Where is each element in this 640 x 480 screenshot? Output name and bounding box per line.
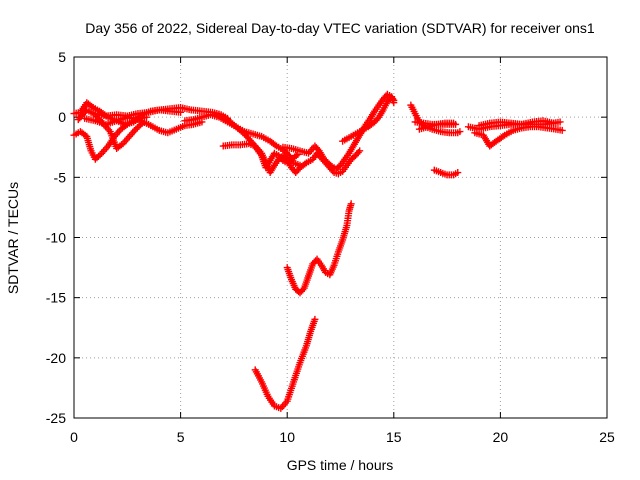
data-points bbox=[70, 90, 566, 412]
series-arc-19 bbox=[471, 123, 566, 150]
data-point bbox=[550, 119, 558, 127]
y-tick-label: 0 bbox=[58, 109, 66, 125]
data-point bbox=[558, 126, 566, 134]
y-tick-label: -10 bbox=[46, 230, 66, 246]
data-point bbox=[271, 141, 279, 149]
y-tick-labels: -25 -20 -15 -10 -5 0 5 bbox=[46, 49, 66, 426]
axis-ticks bbox=[73, 56, 608, 419]
data-point bbox=[299, 286, 307, 294]
series-arc-11 bbox=[339, 94, 398, 145]
y-tick-label: -25 bbox=[46, 410, 66, 426]
series-arc-10 bbox=[313, 147, 364, 178]
data-point bbox=[449, 119, 457, 127]
series-arc-20 bbox=[475, 117, 558, 130]
data-point bbox=[389, 95, 397, 103]
x-axis-label: GPS time / hours bbox=[287, 457, 394, 473]
series-arc-16 bbox=[415, 119, 457, 133]
grid bbox=[74, 57, 607, 418]
data-point bbox=[390, 96, 398, 104]
series-arc-17 bbox=[430, 166, 462, 179]
series-arc-8 bbox=[219, 140, 321, 177]
x-tick-label: 5 bbox=[177, 429, 185, 445]
data-point bbox=[356, 147, 364, 155]
series-arc-12 bbox=[283, 200, 355, 297]
y-tick-label: -20 bbox=[46, 350, 66, 366]
data-point bbox=[122, 122, 130, 130]
x-tick-label: 15 bbox=[386, 429, 402, 445]
data-point bbox=[347, 200, 355, 208]
y-axis-label: SDTVAR / TECUs bbox=[5, 182, 21, 294]
data-point bbox=[329, 167, 337, 175]
data-point bbox=[454, 169, 462, 177]
series-arc-9 bbox=[279, 90, 398, 173]
data-point bbox=[96, 151, 104, 159]
data-point bbox=[292, 152, 300, 160]
data-point bbox=[456, 128, 464, 136]
x-tick-label: 10 bbox=[279, 429, 295, 445]
x-tick-label: 25 bbox=[599, 429, 615, 445]
y-tick-label: 5 bbox=[58, 49, 66, 65]
y-tick-label: -5 bbox=[54, 169, 67, 185]
series-arc-2 bbox=[70, 113, 150, 163]
data-point bbox=[301, 160, 309, 168]
series-arc-13 bbox=[251, 315, 319, 412]
x-tick-label: 20 bbox=[493, 429, 509, 445]
series-arc-5 bbox=[91, 106, 185, 120]
x-tick-labels: 0 5 10 15 20 25 bbox=[70, 429, 615, 445]
chart-title: Day 356 of 2022, Sidereal Day-to-day VTE… bbox=[85, 20, 595, 36]
data-point bbox=[88, 102, 96, 110]
data-point bbox=[556, 118, 564, 126]
x-tick-label: 0 bbox=[70, 429, 78, 445]
data-point bbox=[177, 108, 185, 116]
data-point bbox=[354, 148, 362, 156]
data-point bbox=[311, 315, 319, 323]
y-tick-label: -15 bbox=[46, 290, 66, 306]
